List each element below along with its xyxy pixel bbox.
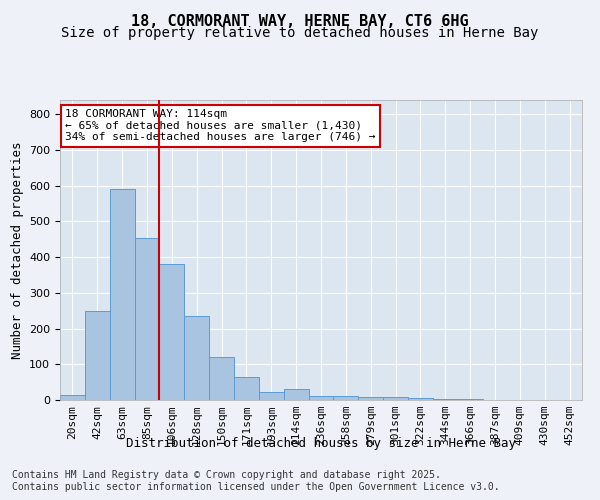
Bar	[134, 238, 160, 400]
Text: Contains HM Land Registry data © Crown copyright and database right 2025.
Contai: Contains HM Land Registry data © Crown c…	[12, 470, 500, 492]
Text: 18 CORMORANT WAY: 114sqm
← 65% of detached houses are smaller (1,430)
34% of sem: 18 CORMORANT WAY: 114sqm ← 65% of detach…	[65, 109, 376, 142]
Bar	[408, 398, 433, 400]
Bar	[383, 397, 408, 400]
Bar	[358, 397, 383, 400]
Bar	[85, 310, 110, 400]
Bar	[284, 390, 308, 400]
Text: 18, CORMORANT WAY, HERNE BAY, CT6 6HG: 18, CORMORANT WAY, HERNE BAY, CT6 6HG	[131, 14, 469, 29]
Bar	[160, 264, 184, 400]
Bar	[60, 394, 85, 400]
Bar	[234, 377, 259, 400]
Y-axis label: Number of detached properties: Number of detached properties	[11, 141, 23, 359]
Bar	[184, 316, 209, 400]
Bar	[308, 396, 334, 400]
Bar	[334, 396, 358, 400]
Text: Distribution of detached houses by size in Herne Bay: Distribution of detached houses by size …	[126, 438, 516, 450]
Bar	[259, 392, 284, 400]
Bar	[110, 190, 134, 400]
Bar	[209, 357, 234, 400]
Text: Size of property relative to detached houses in Herne Bay: Size of property relative to detached ho…	[61, 26, 539, 40]
